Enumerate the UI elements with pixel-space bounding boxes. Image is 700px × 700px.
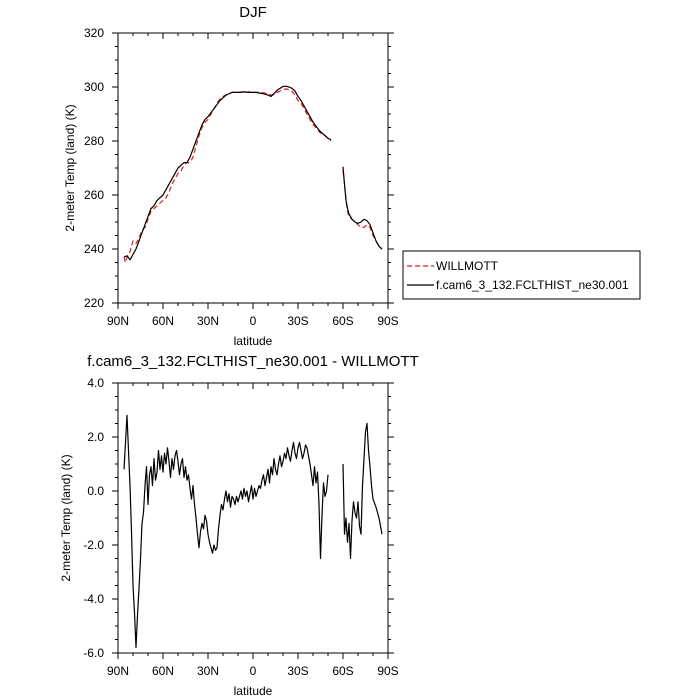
- f-cam6-3-132-fclthist-ne30-001-line-segment: [123, 85, 332, 261]
- x-tick-label: 90N: [107, 664, 129, 678]
- y-tick-label: 240: [84, 242, 104, 256]
- bottom-panel: f.cam6_3_132.FCLTHIST_ne30.001 - WILLMOT…: [59, 353, 419, 698]
- legend-label-willmott: WILLMOTT: [436, 259, 499, 273]
- y-tick-label: 0.0: [87, 484, 104, 498]
- x-tick-label: 30N: [197, 314, 219, 328]
- difference-line-segment: [123, 414, 329, 649]
- y-tick-label: -2.0: [83, 538, 104, 552]
- x-tick-label: 90S: [377, 664, 398, 678]
- top-panel: DJF 90N 60N 30N 0 30S 60S 90S 220 240 260 280 300 32…: [63, 4, 641, 348]
- y-tick-label: -4.0: [83, 592, 104, 606]
- x-tick-label: 30S: [287, 314, 308, 328]
- bottom-plot-frame: [117, 382, 389, 654]
- difference-line-segment: [342, 422, 383, 560]
- bottom-x-axis-label: latitude: [234, 684, 273, 698]
- top-x-axis-label: latitude: [234, 334, 273, 348]
- f-cam6-3-132-fclthist-ne30-001-line-segment: [342, 166, 383, 250]
- willmott-line-segment: [123, 88, 332, 264]
- x-tick-label: 60N: [152, 314, 174, 328]
- x-tick-label: 60S: [332, 314, 353, 328]
- y-tick-label: 320: [84, 26, 104, 40]
- y-tick-label: 4.0: [87, 376, 104, 390]
- x-tick-label: 30N: [197, 664, 219, 678]
- x-tick-label: 90N: [107, 314, 129, 328]
- y-tick-label: 300: [84, 80, 104, 94]
- bottom-chart-title: f.cam6_3_132.FCLTHIST_ne30.001 - WILLMOT…: [87, 353, 419, 370]
- y-tick-label: -6.0: [83, 646, 104, 660]
- legend-box: [402, 250, 641, 300]
- top-chart-title: DJF: [239, 4, 267, 21]
- x-tick-label: 90S: [377, 314, 398, 328]
- top-y-axis-label: 2-meter Temp (land) (K): [63, 104, 77, 231]
- x-tick-label: 0: [250, 314, 257, 328]
- y-tick-label: 280: [84, 134, 104, 148]
- legend-label-model: f.cam6_3_132.FCLTHIST_ne30.001: [436, 278, 629, 292]
- bottom-y-axis-label: 2-meter Temp (land) (K): [59, 454, 73, 581]
- x-tick-label: 60S: [332, 664, 353, 678]
- top-axis-ticks: 90N 60N 30N 0 30S 60S 90S 220 240 260 280 300 320: [84, 26, 399, 328]
- x-tick-label: 0: [250, 664, 257, 678]
- y-tick-label: 220: [84, 296, 104, 310]
- bottom-axis-ticks: 90N 60N 30N 0 30S 60S 90S -6.0 -4.0 -2.0 0.0 2.0 4.0: [83, 376, 398, 678]
- top-plot-series: [123, 85, 383, 264]
- y-tick-label: 260: [84, 188, 104, 202]
- top-legend: WILLMOTT f.cam6_3_132.FCLTHIST_ne30.001: [402, 250, 641, 300]
- bottom-plot-series: [123, 414, 383, 649]
- y-tick-label: 2.0: [87, 430, 104, 444]
- top-plot-frame: [117, 32, 389, 304]
- willmott-line-segment: [342, 170, 383, 250]
- x-tick-label: 30S: [287, 664, 308, 678]
- x-tick-label: 60N: [152, 664, 174, 678]
